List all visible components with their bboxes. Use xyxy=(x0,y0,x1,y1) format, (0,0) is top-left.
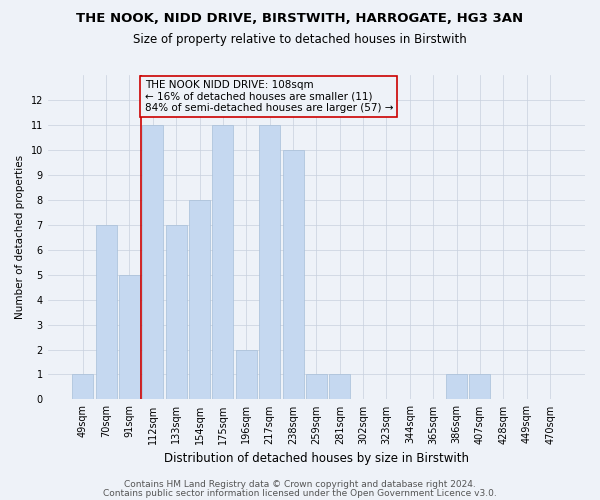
X-axis label: Distribution of detached houses by size in Birstwith: Distribution of detached houses by size … xyxy=(164,452,469,465)
Bar xyxy=(306,374,327,400)
Y-axis label: Number of detached properties: Number of detached properties xyxy=(15,155,25,320)
Bar xyxy=(469,374,490,400)
Text: Contains public sector information licensed under the Open Government Licence v3: Contains public sector information licen… xyxy=(103,489,497,498)
Bar xyxy=(119,274,140,400)
Bar xyxy=(236,350,257,400)
Text: Size of property relative to detached houses in Birstwith: Size of property relative to detached ho… xyxy=(133,32,467,46)
Bar xyxy=(212,125,233,400)
Bar xyxy=(283,150,304,400)
Text: Contains HM Land Registry data © Crown copyright and database right 2024.: Contains HM Land Registry data © Crown c… xyxy=(124,480,476,489)
Text: THE NOOK NIDD DRIVE: 108sqm
← 16% of detached houses are smaller (11)
84% of sem: THE NOOK NIDD DRIVE: 108sqm ← 16% of det… xyxy=(145,80,393,113)
Bar xyxy=(446,374,467,400)
Bar xyxy=(72,374,93,400)
Bar xyxy=(189,200,210,400)
Bar xyxy=(259,125,280,400)
Bar xyxy=(142,125,163,400)
Bar xyxy=(95,224,116,400)
Text: THE NOOK, NIDD DRIVE, BIRSTWITH, HARROGATE, HG3 3AN: THE NOOK, NIDD DRIVE, BIRSTWITH, HARROGA… xyxy=(76,12,524,26)
Bar xyxy=(329,374,350,400)
Bar xyxy=(166,224,187,400)
